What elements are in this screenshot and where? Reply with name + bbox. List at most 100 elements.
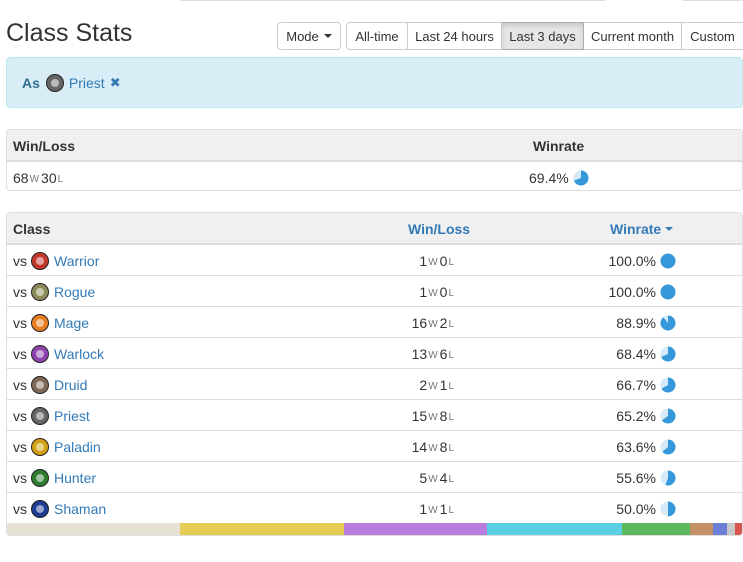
- winrate-cell: 63.6%: [616, 431, 676, 462]
- winrate-pie-icon: [660, 377, 676, 392]
- winrate-pie-icon: [660, 284, 676, 299]
- wins-suffix: W: [428, 257, 438, 268]
- row-winrate: 88.9%: [616, 314, 656, 331]
- range-button-custom[interactable]: Custom: [682, 22, 743, 50]
- row-wins: 1: [419, 500, 428, 517]
- warlock-class-icon: [31, 344, 49, 363]
- summary-winrate-header: Winrate: [533, 137, 585, 154]
- winloss-header[interactable]: Win/Loss: [408, 220, 471, 237]
- priest-class-icon: [45, 73, 64, 92]
- vs-label: vs: [13, 345, 27, 362]
- row-losses: 0: [439, 252, 448, 269]
- row-wins: 16: [411, 314, 428, 331]
- vs-label: vs: [13, 252, 27, 269]
- losses-suffix: L: [57, 174, 64, 185]
- time-range-group: All-time Last 24 hours Last 3 days Current …: [346, 22, 743, 50]
- class-cell: vs Warrior: [13, 245, 99, 276]
- top-divider: [180, 0, 605, 1]
- rogue-class-icon: [31, 282, 49, 301]
- winrate-pie-icon: [660, 315, 676, 330]
- row-winrate: 100.0%: [608, 252, 656, 269]
- class-link-hunter[interactable]: Hunter: [54, 469, 97, 486]
- losses-suffix: L: [448, 319, 454, 330]
- vs-label: vs: [13, 438, 27, 455]
- shaman-class-icon: [31, 499, 49, 518]
- row-winrate: 63.6%: [616, 438, 656, 455]
- caret-down-icon: [323, 34, 332, 38]
- wins-suffix: W: [428, 319, 438, 330]
- winrate-pie-icon: [660, 501, 676, 516]
- mode-dropdown-button[interactable]: Mode: [277, 22, 341, 50]
- class-cell: vs Rogue: [13, 276, 95, 307]
- winrate-header[interactable]: Winrate: [610, 213, 674, 244]
- class-link-paladin[interactable]: Paladin: [54, 438, 101, 455]
- class-distribution-bar: [7, 523, 742, 535]
- summary-row: 68 W 30 L 69.4%: [7, 161, 742, 190]
- class-link-mage[interactable]: Mage: [54, 314, 90, 331]
- wins-suffix: W: [428, 350, 438, 361]
- summary-wins: 68: [13, 169, 29, 186]
- row-losses: 6: [439, 345, 448, 362]
- range-button-current-month[interactable]: Current month: [584, 22, 682, 50]
- summary-winrate-value: 69.4%: [529, 169, 569, 186]
- range-button-last-24-hours[interactable]: Last 24 hours: [408, 22, 502, 50]
- times-icon[interactable]: ✖: [109, 74, 121, 90]
- wins-suffix: W: [428, 381, 438, 392]
- row-winrate: 66.7%: [616, 376, 656, 393]
- wins-suffix: W: [428, 288, 438, 299]
- losses-suffix: L: [448, 350, 454, 361]
- distribution-segment: [7, 523, 180, 535]
- vs-label: vs: [13, 500, 27, 517]
- winrate-pie-icon: [660, 253, 676, 268]
- class-link-rogue[interactable]: Rogue: [54, 283, 96, 300]
- distribution-segment: [622, 523, 690, 535]
- filter-class-name[interactable]: Priest: [68, 74, 105, 91]
- class-link-shaman[interactable]: Shaman: [54, 500, 107, 517]
- row-losses: 1: [439, 376, 448, 393]
- row-losses: 0: [439, 283, 448, 300]
- winrate-pie-icon: [660, 408, 676, 423]
- druid-class-icon: [31, 375, 49, 394]
- class-link-priest[interactable]: Priest: [54, 407, 90, 424]
- row-losses: 8: [439, 438, 448, 455]
- distribution-segment: [179, 523, 345, 535]
- filter-as-label: As: [22, 74, 40, 91]
- winrate-pie-icon: [660, 470, 676, 485]
- winrate-pie-icon: [573, 170, 589, 185]
- winrate-cell: 68.4%: [616, 338, 676, 369]
- winrate-pie-icon: [660, 439, 676, 454]
- priest-class-icon: [31, 406, 49, 425]
- class-cell: vs Paladin: [13, 431, 101, 462]
- range-button-last-3-days[interactable]: Last 3 days: [502, 22, 584, 50]
- wins-suffix: W: [428, 474, 438, 485]
- row-wins: 14: [411, 438, 428, 455]
- summary-panel: Win/Loss Winrate 68 W 30 L 69.4%: [6, 129, 743, 191]
- class-link-druid[interactable]: Druid: [54, 376, 88, 393]
- row-winrate: 68.4%: [616, 345, 656, 362]
- hunter-class-icon: [31, 468, 49, 487]
- losses-suffix: L: [448, 288, 454, 299]
- class-table-header-row: Class Win/Loss Winrate: [7, 213, 742, 244]
- class-link-warrior[interactable]: Warrior: [54, 252, 100, 269]
- winrate-cell: 65.2%: [616, 400, 676, 431]
- vs-label: vs: [13, 314, 27, 331]
- vs-label: vs: [13, 469, 27, 486]
- row-winrate: 100.0%: [608, 283, 656, 300]
- row-winrate: 65.2%: [616, 407, 656, 424]
- losses-suffix: L: [448, 412, 454, 423]
- range-button-all-time[interactable]: All-time: [346, 22, 408, 50]
- class-link-warlock[interactable]: Warlock: [54, 345, 105, 362]
